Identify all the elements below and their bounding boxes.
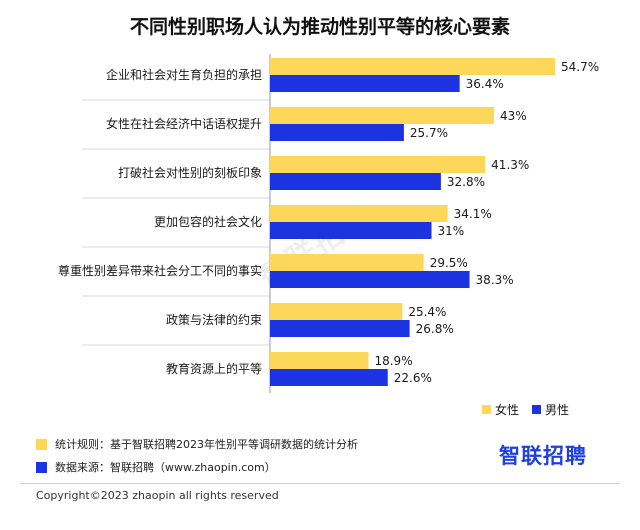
data-label: 18.9% bbox=[374, 354, 412, 368]
note-source-swatch bbox=[36, 461, 47, 473]
chart-title: 不同性别职场人认为推动性别平等的核心要素 bbox=[129, 16, 510, 38]
legend-swatch bbox=[532, 405, 541, 414]
divider bbox=[20, 483, 620, 484]
legend-swatch bbox=[482, 405, 491, 414]
note-source: 数据来源：智联招聘（www.zhaopin.com） bbox=[36, 459, 276, 475]
bar-female bbox=[270, 58, 555, 75]
category-label: 企业和社会对生育负担的承担 bbox=[106, 67, 262, 82]
bar-chart: 企业和社会对生育负担的承担 54.7% 36.4% 女性在社会经济中话语权提升 43% 2… bbox=[58, 54, 599, 417]
data-label: 22.6% bbox=[394, 371, 432, 385]
data-label: 31% bbox=[438, 224, 465, 238]
data-label: 36.4% bbox=[466, 77, 504, 91]
brand-logo: 智联招聘 bbox=[499, 444, 587, 468]
legend-label: 男性 bbox=[545, 403, 569, 417]
data-label: 26.8% bbox=[416, 322, 454, 336]
copyright: Copyright©2023 zhaopin all rights reserv… bbox=[36, 489, 279, 502]
category-label: 政策与法律的约束 bbox=[166, 312, 262, 327]
category-label: 尊重性别差异带来社会分工不同的事实 bbox=[58, 263, 262, 278]
bar-male bbox=[270, 369, 388, 386]
category-label: 更加包容的社会文化 bbox=[154, 214, 262, 229]
data-label: 41.3% bbox=[491, 158, 529, 172]
note-rule-text: 统计规则：基于智联招聘2023年性别平等调研数据的统计分析 bbox=[55, 438, 358, 451]
data-label: 38.3% bbox=[476, 273, 514, 287]
data-label: 29.5% bbox=[430, 256, 468, 270]
data-label: 34.1% bbox=[454, 207, 492, 221]
bar-female bbox=[270, 254, 424, 271]
bar-female bbox=[270, 352, 369, 369]
data-label: 32.8% bbox=[447, 175, 485, 189]
data-label: 54.7% bbox=[561, 60, 599, 74]
bar-male bbox=[270, 173, 441, 190]
legend-label: 女性 bbox=[495, 402, 519, 417]
bar-female bbox=[270, 156, 486, 173]
category-label: 打破社会对性别的刻板印象 bbox=[118, 165, 262, 180]
bar-male bbox=[270, 124, 404, 141]
bar-male bbox=[270, 320, 410, 337]
bar-male bbox=[270, 271, 470, 288]
bar-male bbox=[270, 222, 432, 239]
data-label: 25.7% bbox=[410, 126, 448, 140]
data-label: 25.4% bbox=[408, 305, 446, 319]
category-label: 女性在社会经济中话语权提升 bbox=[106, 116, 262, 131]
bar-female bbox=[270, 107, 495, 124]
note-source-text: 数据来源：智联招聘（www.zhaopin.com） bbox=[55, 461, 276, 474]
bar-male bbox=[270, 75, 460, 92]
note-rule: 统计规则：基于智联招聘2023年性别平等调研数据的统计分析 bbox=[36, 436, 358, 452]
category-label: 教育资源上的平等 bbox=[166, 361, 262, 376]
data-label: 43% bbox=[500, 109, 527, 123]
note-rule-swatch bbox=[36, 438, 47, 450]
bar-female bbox=[270, 205, 448, 222]
bar-female bbox=[270, 303, 403, 320]
